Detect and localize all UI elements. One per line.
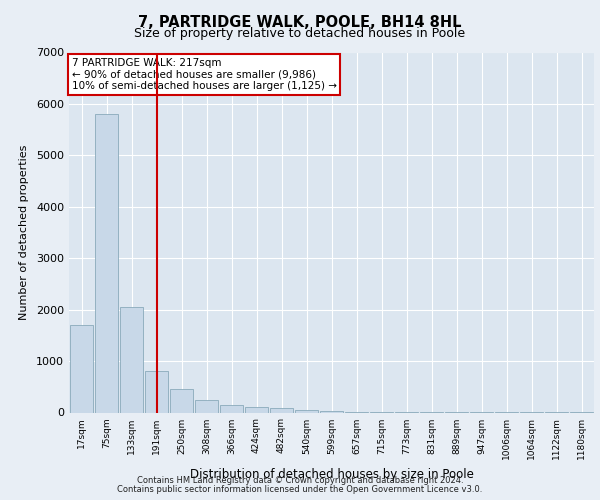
Bar — [220, 405, 244, 412]
Bar — [194, 400, 218, 412]
Bar — [145, 372, 169, 412]
Text: Size of property relative to detached houses in Poole: Size of property relative to detached ho… — [134, 28, 466, 40]
Text: 7, PARTRIDGE WALK, POOLE, BH14 8HL: 7, PARTRIDGE WALK, POOLE, BH14 8HL — [138, 15, 462, 30]
X-axis label: Distribution of detached houses by size in Poole: Distribution of detached houses by size … — [190, 468, 473, 481]
Bar — [320, 411, 343, 412]
Bar — [95, 114, 118, 412]
Text: 7 PARTRIDGE WALK: 217sqm
← 90% of detached houses are smaller (9,986)
10% of sem: 7 PARTRIDGE WALK: 217sqm ← 90% of detach… — [71, 58, 337, 91]
Bar — [170, 390, 193, 412]
Bar — [295, 410, 319, 412]
Text: Contains public sector information licensed under the Open Government Licence v3: Contains public sector information licen… — [118, 484, 482, 494]
Text: Contains HM Land Registry data © Crown copyright and database right 2024.: Contains HM Land Registry data © Crown c… — [137, 476, 463, 485]
Y-axis label: Number of detached properties: Number of detached properties — [19, 145, 29, 320]
Bar — [119, 307, 143, 412]
Bar — [70, 325, 94, 412]
Bar — [269, 408, 293, 412]
Bar — [245, 408, 268, 412]
